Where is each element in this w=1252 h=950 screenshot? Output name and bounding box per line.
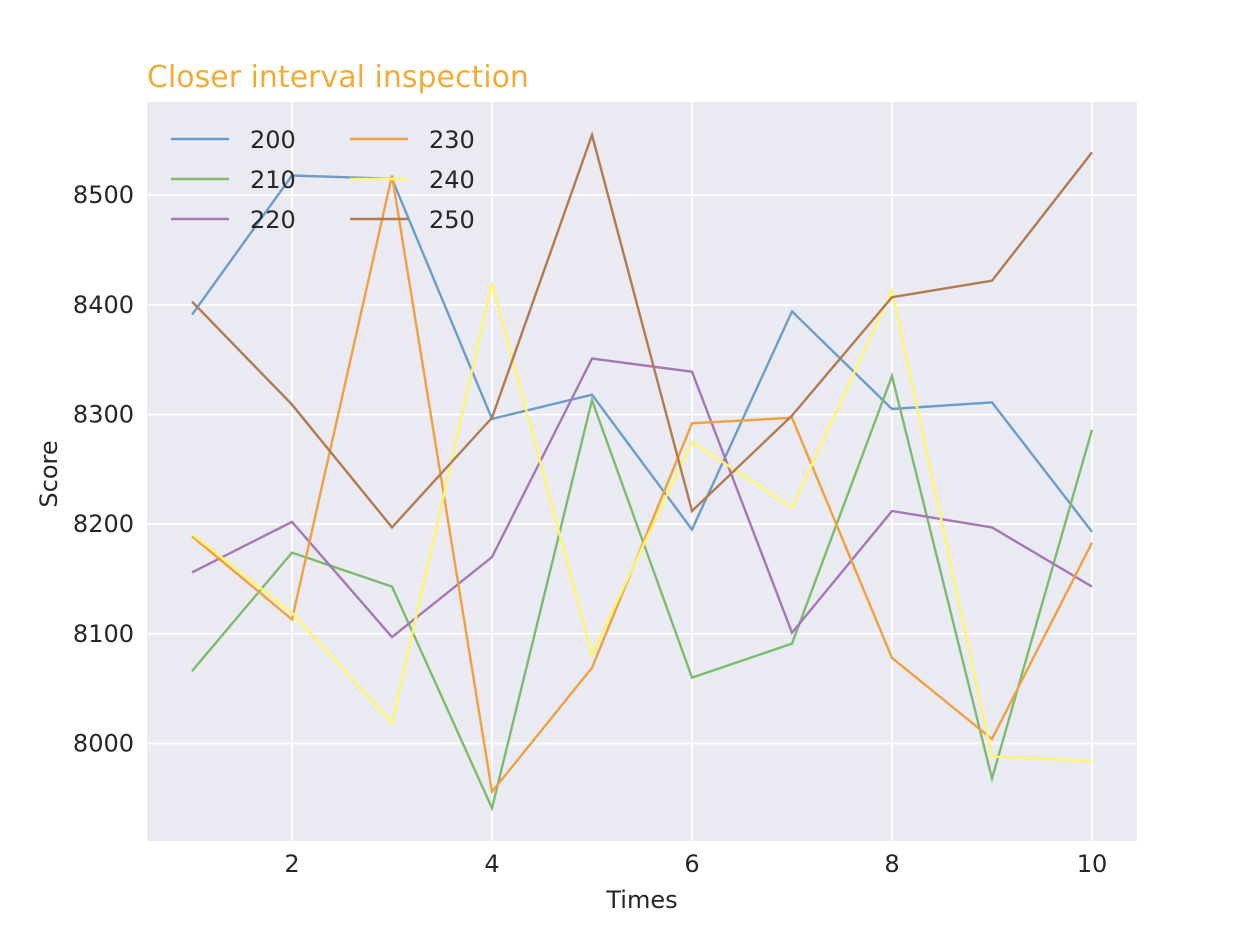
x-tick-label: 2 [284, 850, 299, 878]
legend-label-220: 220 [250, 206, 296, 234]
y-tick-label: 8300 [73, 400, 134, 428]
y-axis-label: Score [35, 440, 63, 507]
plot-area [147, 102, 1137, 841]
y-tick-label: 8100 [73, 620, 134, 648]
x-axis-label: Times [605, 886, 677, 914]
legend-label-200: 200 [250, 126, 296, 154]
x-tick-label: 8 [884, 850, 899, 878]
legend-label-210: 210 [250, 166, 296, 194]
x-tick-label: 4 [484, 850, 499, 878]
legend: 200 210 220 230 240 250 [171, 126, 475, 234]
legend-label-240: 240 [429, 166, 475, 194]
x-tick-label: 10 [1077, 850, 1108, 878]
y-tick-label: 8000 [73, 729, 134, 757]
x-tick-label: 6 [684, 850, 699, 878]
legend-label-250: 250 [429, 206, 475, 234]
series-line-250 [191, 130, 1093, 530]
y-tick-label: 8400 [73, 291, 134, 319]
series-line-210 [191, 372, 1094, 812]
series-line-200 [191, 174, 1093, 533]
chart-title: Closer interval inspection [147, 60, 529, 95]
tick-labels: 2 4 6 8 10 8000 8100 8200 8300 8400 8500 [73, 181, 1107, 878]
y-tick-label: 8200 [73, 510, 134, 538]
series-lines [191, 130, 1094, 812]
y-tick-label: 8500 [73, 181, 134, 209]
series-line-240 [191, 282, 1093, 763]
grid-lines [147, 102, 1137, 841]
legend-label-230: 230 [429, 126, 475, 154]
